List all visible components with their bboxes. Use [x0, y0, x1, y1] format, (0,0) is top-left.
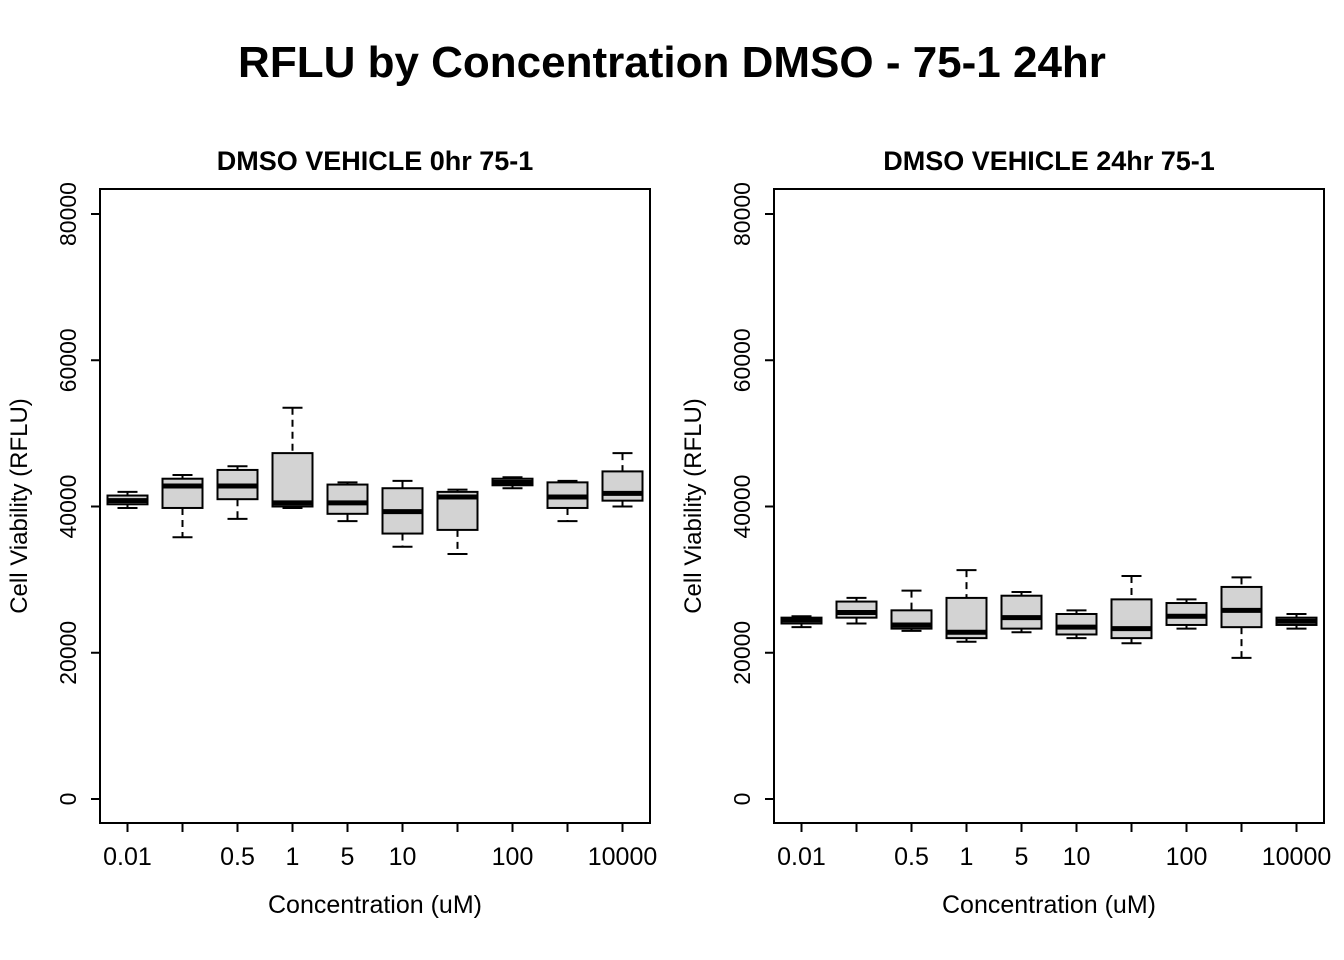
x-axis-label: Concentration (uM)	[942, 891, 1156, 919]
x-tick-label: 5	[341, 843, 355, 871]
y-tick-label: 40000	[729, 475, 755, 539]
x-tick-label: 100	[1166, 843, 1208, 871]
y-tick-label: 40000	[55, 475, 81, 539]
x-tick-label: 10	[1063, 843, 1091, 871]
x-tick-label: 10000	[1262, 843, 1332, 871]
y-tick-label: 0	[55, 793, 81, 806]
y-tick-label: 60000	[55, 328, 81, 392]
boxplot-chart-0hr: 0 20000 40000 60000 80000 Cell Viability (RFL…	[6, 182, 658, 919]
y-tick-label: 0	[729, 793, 755, 806]
x-tick-label: 10000	[588, 843, 658, 871]
x-axis-label: Concentration (uM)	[268, 891, 482, 919]
panel-title-0hr: DMSO VEHICLE 0hr 75-1	[216, 146, 534, 176]
boxplot-box	[1055, 612, 1098, 636]
x-tick-label: 10	[389, 843, 417, 871]
boxplot-box	[1000, 594, 1043, 630]
boxplot-box	[601, 470, 644, 502]
y-tick-label: 60000	[729, 328, 755, 392]
x-tick-label: 0.01	[103, 843, 152, 871]
x-tick-label: 100	[492, 843, 534, 871]
y-axis-label: Cell Viability (RFLU)	[6, 398, 33, 614]
y-tick-label: 80000	[55, 182, 81, 246]
boxplot-box	[1110, 598, 1153, 640]
x-tick-label: 0.5	[894, 843, 929, 871]
boxplot-box	[835, 600, 878, 619]
panel-24hr: DMSO VEHICLE 24hr 75-1 0 20000 40000 60000 8…	[679, 146, 1339, 936]
plot-border	[773, 188, 1325, 824]
boxplot-box	[1220, 585, 1263, 629]
x-tick-label: 1	[286, 843, 300, 871]
y-tick-label: 80000	[729, 182, 755, 246]
x-tick-label: 0.5	[220, 843, 255, 871]
x-tick-label: 0.01	[777, 843, 826, 871]
y-tick-label: 20000	[729, 621, 755, 685]
boxplot-chart-24hr: 0 20000 40000 60000 80000 Cell Viability (RFL…	[680, 182, 1332, 919]
panel-0hr: DMSO VEHICLE 0hr 75-1 0 20000 40000 60000 80…	[5, 146, 665, 936]
boxplot-box	[271, 452, 314, 508]
x-tick-label: 5	[1015, 843, 1029, 871]
x-tick-label: 1	[960, 843, 974, 871]
boxplot-box	[161, 477, 204, 509]
y-tick-label: 20000	[55, 621, 81, 685]
panel-title-24hr: DMSO VEHICLE 24hr 75-1	[883, 146, 1215, 176]
panels-row: DMSO VEHICLE 0hr 75-1 0 20000 40000 60000 80…	[0, 146, 1344, 936]
y-axis-label: Cell Viability (RFLU)	[680, 398, 707, 614]
boxplot-box	[326, 483, 369, 515]
page-title: RFLU by Concentration DMSO - 75-1 24hr	[238, 38, 1106, 87]
